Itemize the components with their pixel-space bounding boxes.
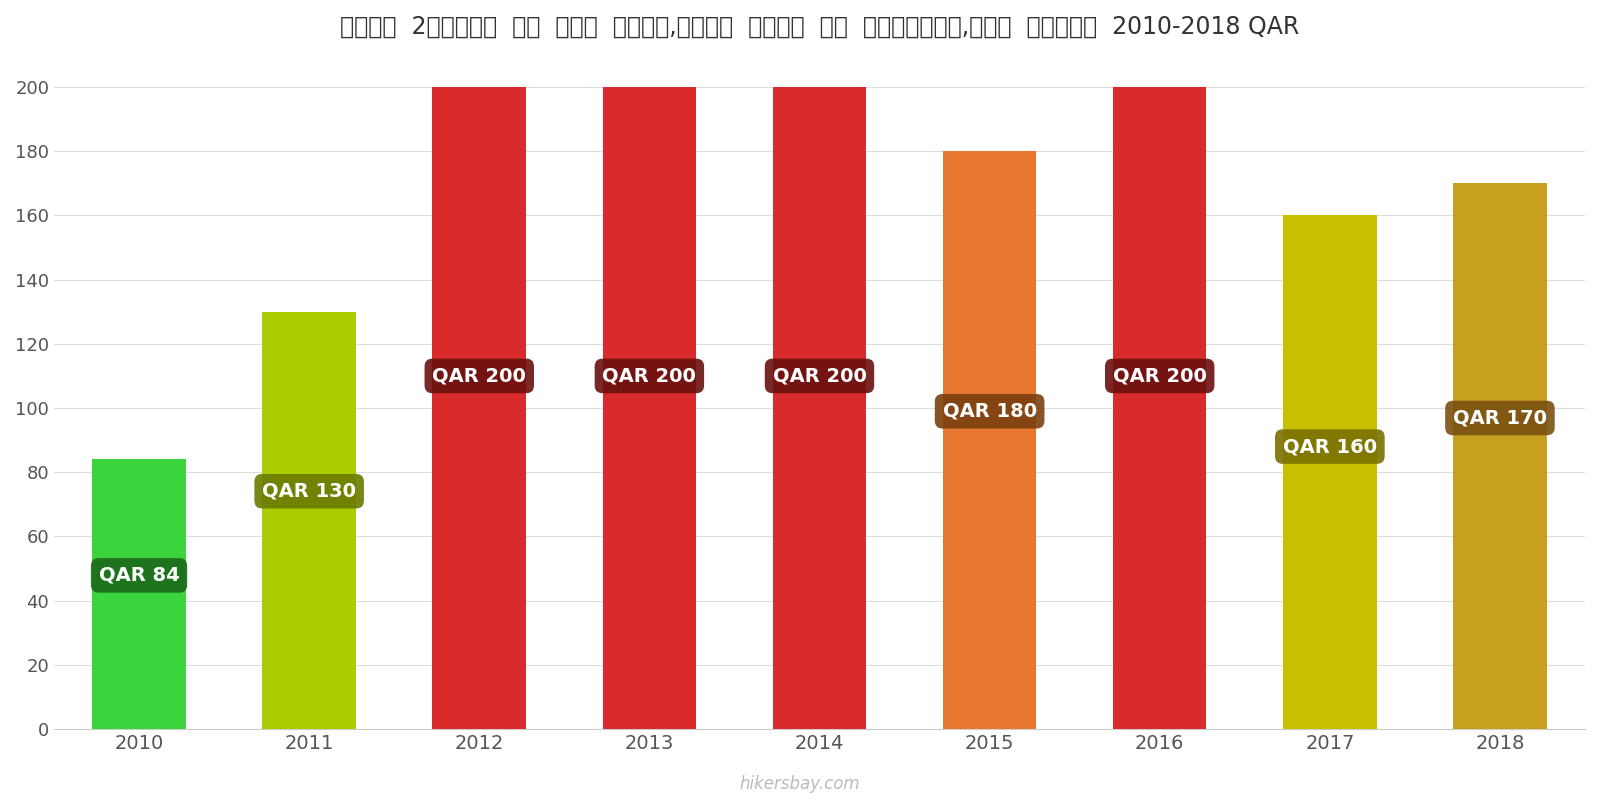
Text: hikersbay.com: hikersbay.com (739, 775, 861, 793)
Bar (1283, 215, 1376, 729)
Text: QAR 200: QAR 200 (773, 366, 867, 386)
Text: QAR 84: QAR 84 (99, 566, 179, 585)
Text: QAR 200: QAR 200 (432, 366, 526, 386)
Bar (432, 87, 526, 729)
Title: क़तर  2लोगों  के  लिए  भोजन,मध्य  दूरी  के  रेस्तरा,तीन  कोर्स  2010-2018 QAR: क़तर 2लोगों के लिए भोजन,मध्य दूरी के रेस… (339, 15, 1299, 39)
Text: QAR 160: QAR 160 (1283, 437, 1378, 456)
Bar (262, 312, 355, 729)
Bar (1114, 87, 1206, 729)
Text: QAR 130: QAR 130 (262, 482, 357, 501)
Bar (603, 87, 696, 729)
Bar (773, 87, 866, 729)
Text: QAR 180: QAR 180 (942, 402, 1037, 421)
Text: QAR 170: QAR 170 (1453, 409, 1547, 427)
Text: QAR 200: QAR 200 (1112, 366, 1206, 386)
Text: QAR 200: QAR 200 (603, 366, 696, 386)
Bar (942, 151, 1037, 729)
Bar (1453, 183, 1547, 729)
Bar (93, 459, 186, 729)
